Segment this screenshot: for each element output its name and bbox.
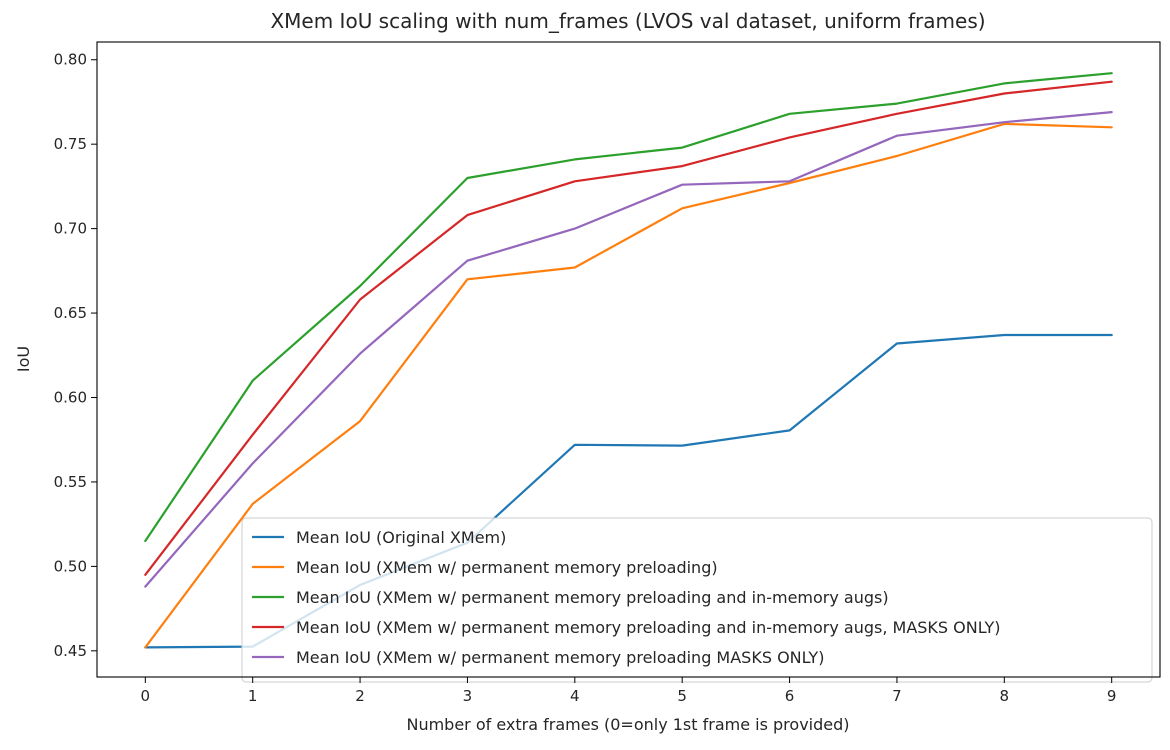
- y-axis: 0.45 0.50 0.55 0.60 0.65 0.70 0.75 0.80: [54, 51, 97, 660]
- legend-label: Mean IoU (XMem w/ permanent memory prelo…: [296, 618, 1001, 637]
- series-line-3: [144, 72, 1113, 543]
- legend-label: Mean IoU (XMem w/ permanent memory prelo…: [296, 558, 718, 577]
- x-tick-label: 1: [248, 687, 258, 705]
- series-line-4: [144, 80, 1113, 576]
- x-axis-label: Number of extra frames (0=only 1st frame…: [406, 715, 849, 734]
- legend-box: [241, 517, 1153, 683]
- legend-label: Mean IoU (Original XMem): [296, 528, 506, 547]
- y-tick-label: 0.70: [54, 220, 87, 238]
- y-tick-label: 0.50: [54, 557, 87, 575]
- x-tick-label: 5: [677, 687, 687, 705]
- x-tick-label: 8: [1000, 687, 1010, 705]
- y-tick-label: 0.65: [54, 304, 87, 322]
- x-tick-label: 4: [570, 687, 580, 705]
- series-line-5: [144, 110, 1113, 588]
- x-tick-label: 9: [1107, 687, 1117, 705]
- x-tick-label: 0: [141, 687, 151, 705]
- x-axis: 0 1 2 3 4 5 6 7 8 9: [141, 677, 1117, 705]
- x-tick-label: 2: [355, 687, 365, 705]
- series-line-2: [144, 122, 1113, 649]
- legend: Mean IoU (Original XMem) Mean IoU (XMem w…: [241, 517, 1153, 683]
- y-tick-label: 0.45: [54, 642, 87, 660]
- legend-label: Mean IoU (XMem w/ permanent memory prelo…: [296, 588, 889, 607]
- y-axis-label: IoU: [14, 346, 33, 372]
- plot-frame: [96, 41, 1161, 678]
- y-tick-label: 0.55: [54, 473, 87, 491]
- legend-label: Mean IoU (XMem w/ permanent memory prelo…: [296, 648, 824, 667]
- y-tick-label: 0.75: [54, 135, 87, 153]
- y-tick-label: 0.80: [54, 51, 87, 69]
- x-tick-label: 7: [892, 687, 902, 705]
- x-tick-label: 3: [463, 687, 473, 705]
- series-layer: [144, 72, 1113, 649]
- y-tick-label: 0.60: [54, 388, 87, 406]
- chart-title: XMem IoU scaling with num_frames (LVOS v…: [270, 9, 985, 33]
- x-tick-label: 6: [785, 687, 795, 705]
